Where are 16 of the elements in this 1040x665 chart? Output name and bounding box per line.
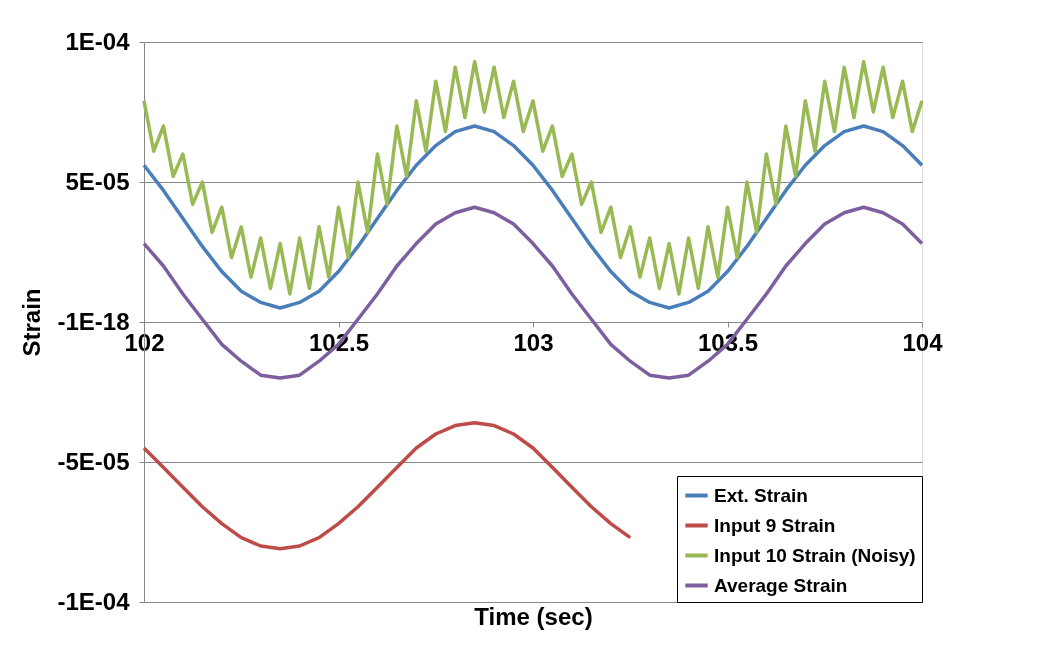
y-tick-label: 1E-04 bbox=[65, 27, 131, 55]
y-tick-label: -1E-04 bbox=[57, 587, 131, 615]
x-tick-label: 104 bbox=[902, 328, 944, 356]
x-axis-title: Time (sec) bbox=[474, 602, 593, 630]
y-tick-label: -5E-05 bbox=[57, 447, 130, 475]
y-tick-label: -1E-18 bbox=[57, 307, 130, 335]
legend-label: Ext. Strain bbox=[714, 484, 808, 506]
line-series bbox=[142, 59, 924, 296]
line-series bbox=[142, 124, 924, 310]
line-series bbox=[142, 421, 632, 551]
y-tick-label: 5E-05 bbox=[65, 167, 130, 195]
legend-label: Input 9 Strain bbox=[714, 514, 836, 536]
legend-label: Input 10 Strain (Noisy) bbox=[714, 544, 916, 566]
y-axis-title: Strain bbox=[18, 288, 46, 357]
legend-label: Average Strain bbox=[714, 574, 848, 596]
x-tick-label: 103 bbox=[513, 328, 554, 356]
